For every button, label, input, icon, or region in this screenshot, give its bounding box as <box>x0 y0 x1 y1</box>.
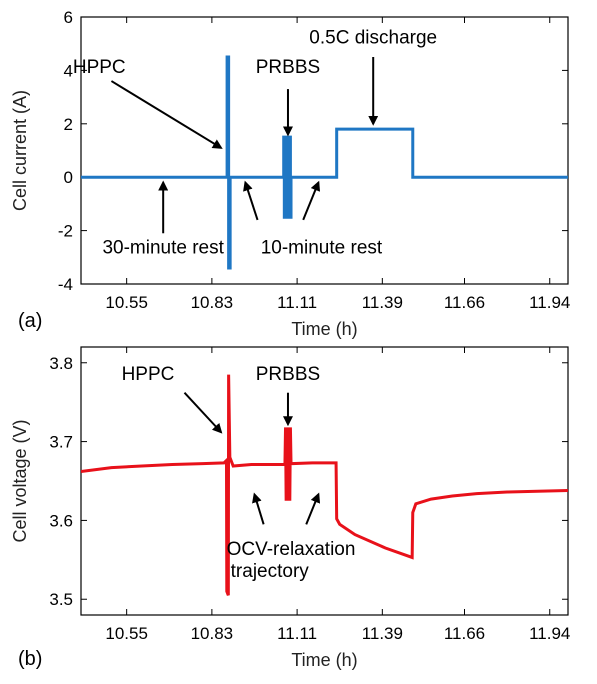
y-tick-label: 4 <box>64 61 73 80</box>
series-line <box>81 55 568 270</box>
current-chart: -4 -2 0 2 4 6 10.55 10.83 11.11 11.39 11.66 11.94 Ce… <box>10 8 570 339</box>
x-axis-label: Time (h) <box>291 650 357 670</box>
annotation-label: HPPC <box>73 57 126 78</box>
x-tick-label: 11.66 <box>444 624 485 643</box>
x-tick-label: 11.39 <box>362 624 403 643</box>
annotation-arrow <box>183 392 223 434</box>
annotation-label: trajectory <box>231 561 310 582</box>
y-tick-label: 3.5 <box>49 590 73 609</box>
y-tick-label: 3.8 <box>49 354 73 373</box>
annotation-arrow <box>252 492 265 525</box>
panel-label: (b) <box>18 648 42 670</box>
annotation-label: 0.5C discharge <box>309 28 437 49</box>
annotation-label: HPPC <box>122 364 175 385</box>
y-tick-label: 0 <box>64 168 73 187</box>
series-line <box>81 374 568 596</box>
annotation-arrow <box>243 180 259 221</box>
x-tick-label: 11.39 <box>362 293 403 312</box>
y-tick-label: -4 <box>58 275 73 294</box>
x-tick-label: 10.55 <box>105 624 148 643</box>
annotation-label: 30-minute rest <box>102 237 224 258</box>
x-tick-label: 11.94 <box>529 624 570 643</box>
y-tick-label: 3.7 <box>49 433 73 452</box>
annotation-label: PRBBS <box>256 364 320 385</box>
x-tick-label: 11.94 <box>529 293 570 312</box>
x-tick-label: 11.66 <box>444 293 485 312</box>
y-axis-label: Cell voltage (V) <box>10 419 30 542</box>
annotation-label: 10-minute rest <box>261 237 383 258</box>
x-tick-label: 10.83 <box>191 293 234 312</box>
y-tick-label: 2 <box>64 115 73 134</box>
annotation-arrow <box>305 492 321 525</box>
y-tick-label: 3.6 <box>49 511 73 530</box>
plot-frame <box>80 16 569 285</box>
x-tick-label: 10.83 <box>191 624 234 643</box>
plot-frame <box>80 346 569 616</box>
x-tick-label: 11.11 <box>277 293 317 312</box>
x-axis-label: Time (h) <box>291 319 357 339</box>
annotation-label: OCV-relaxation <box>227 539 356 560</box>
y-axis-label: Cell current (A) <box>10 90 30 211</box>
x-tick-label: 11.11 <box>277 624 317 643</box>
y-tick-label: -2 <box>58 222 73 241</box>
annotation-arrow <box>302 180 321 221</box>
annotation-label: PRBBS <box>256 57 320 78</box>
annotation-arrow <box>110 80 223 149</box>
voltage-chart: 3.5 3.6 3.7 3.8 10.55 10.83 11.11 11.39 11.66 11.… <box>10 346 570 670</box>
panel-label: (a) <box>18 310 42 332</box>
y-tick-label: 6 <box>64 8 73 27</box>
x-tick-label: 10.55 <box>105 293 148 312</box>
